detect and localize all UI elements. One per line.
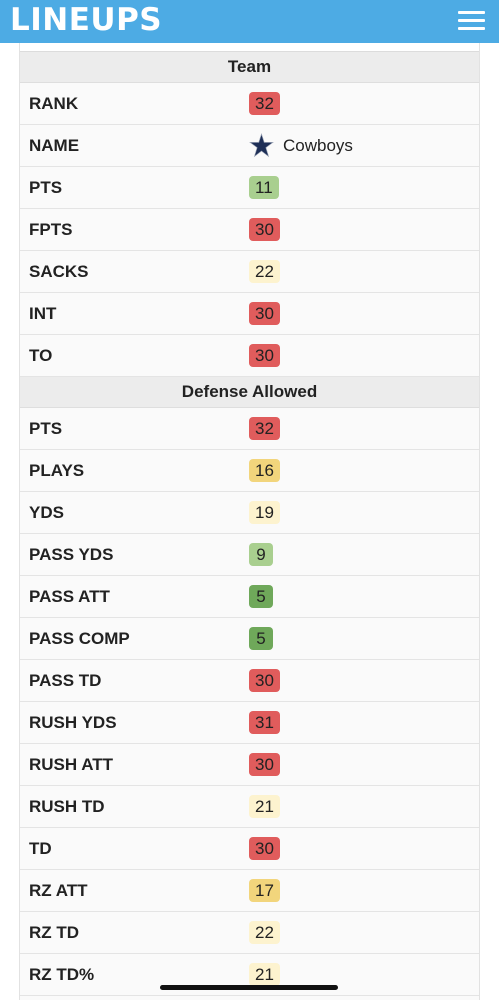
row-label: TD (29, 839, 52, 858)
row-def-yds: YDS 19 (20, 492, 479, 534)
row-def-pass-yds: PASS YDS 9 (20, 534, 479, 576)
def-rz-att-badge: 17 (249, 879, 280, 902)
def-plays-badge: 16 (249, 459, 280, 482)
row-def-rush-yds: RUSH YDS 31 (20, 702, 479, 744)
row-int: INT 30 (20, 293, 479, 335)
row-label: RZ ATT (29, 881, 88, 900)
row-label: PTS (29, 178, 63, 197)
def-rz-td-pct-badge: 21 (249, 963, 280, 986)
row-label: RZ TD (29, 923, 80, 942)
def-pts-badge: 32 (249, 417, 280, 440)
row-label: PTS (29, 419, 63, 438)
fpts-badge: 30 (249, 218, 280, 241)
row-def-pass-td: PASS TD 30 (20, 660, 479, 702)
row-label: INT (29, 304, 57, 323)
cowboys-star-icon (249, 133, 274, 158)
def-pass-yds-badge: 9 (249, 543, 273, 566)
section-header-defense-allowed: Defense Allowed (20, 377, 479, 408)
lineups-logo[interactable]: LINEUPS (10, 2, 163, 38)
row-label: SACKS (29, 262, 89, 281)
row-name: NAME Cowboys (20, 125, 479, 167)
row-label: NAME (29, 136, 80, 155)
row-def-plays: PLAYS 16 (20, 450, 479, 492)
row-label: PASS COMP (29, 629, 130, 648)
row-to: TO 30 (20, 335, 479, 377)
row-def-rz-td: RZ TD 22 (20, 912, 479, 954)
top-bar: LINEUPS (0, 0, 499, 43)
row-rank: RANK 32 (20, 83, 479, 125)
row-label: TO (29, 346, 53, 365)
row-label: RANK (29, 94, 79, 113)
row-def-rz-att: RZ ATT 17 (20, 870, 479, 912)
home-indicator[interactable] (160, 985, 338, 990)
team-stats-panel: Team RANK 32 NAME Cowboys PTS 11 FPTS 30… (19, 43, 480, 1000)
row-sacks: SACKS 22 (20, 251, 479, 293)
row-pts: PTS 11 (20, 167, 479, 209)
row-def-rz-td-pct: RZ TD% 21 (20, 954, 479, 996)
def-rz-td-badge: 22 (249, 921, 280, 944)
def-yds-badge: 19 (249, 501, 280, 524)
def-td-badge: 30 (249, 837, 280, 860)
row-label: RUSH YDS (29, 713, 117, 732)
def-rush-att-badge: 30 (249, 753, 280, 776)
row-label: RUSH TD (29, 797, 105, 816)
row-label: PASS TD (29, 671, 102, 690)
row-label: PLAYS (29, 461, 85, 480)
panel-top-spacer (20, 43, 479, 52)
hamburger-menu-icon[interactable] (458, 11, 485, 31)
def-pass-comp-badge: 5 (249, 627, 273, 650)
def-rush-td-badge: 21 (249, 795, 280, 818)
sacks-badge: 22 (249, 260, 280, 283)
row-label: FPTS (29, 220, 73, 239)
section-header-team: Team (20, 52, 479, 83)
to-badge: 30 (249, 344, 280, 367)
row-label: YDS (29, 503, 64, 522)
row-label: PASS YDS (29, 545, 114, 564)
row-label: PASS ATT (29, 587, 110, 606)
team-name: Cowboys (283, 136, 353, 155)
def-pass-att-badge: 5 (249, 585, 273, 608)
def-rush-yds-badge: 31 (249, 711, 280, 734)
row-def-pass-att: PASS ATT 5 (20, 576, 479, 618)
row-def-rush-td: RUSH TD 21 (20, 786, 479, 828)
pts-badge: 11 (249, 176, 279, 199)
row-def-td: TD 30 (20, 828, 479, 870)
row-def-pts: PTS 32 (20, 408, 479, 450)
row-label: RUSH ATT (29, 755, 114, 774)
row-label: RZ TD% (29, 965, 95, 984)
def-pass-td-badge: 30 (249, 669, 280, 692)
row-def-rush-att: RUSH ATT 30 (20, 744, 479, 786)
int-badge: 30 (249, 302, 280, 325)
rank-badge: 32 (249, 92, 280, 115)
row-def-pass-comp: PASS COMP 5 (20, 618, 479, 660)
row-fpts: FPTS 30 (20, 209, 479, 251)
